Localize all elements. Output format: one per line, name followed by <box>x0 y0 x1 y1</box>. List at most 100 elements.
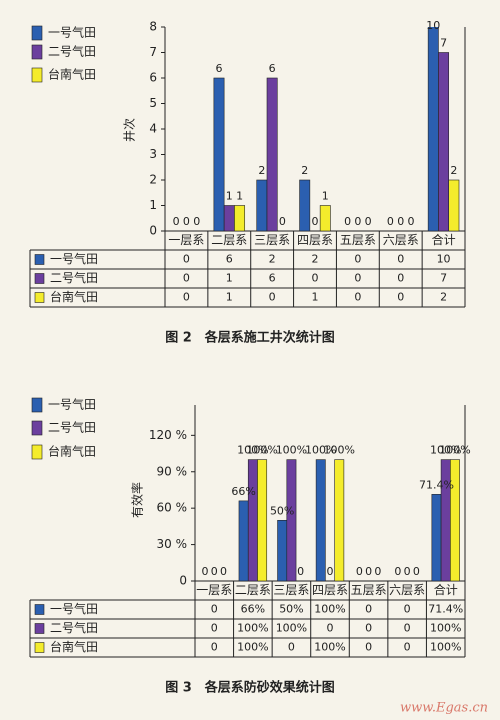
y-axis-label: 有效率 <box>130 482 145 518</box>
bar-value-label: 0 <box>387 215 394 228</box>
y-tick-label: 0 <box>179 574 187 588</box>
y-tick-label: 120 % <box>149 428 187 442</box>
bar <box>334 459 345 581</box>
table-cell: 1 <box>312 291 319 304</box>
bar-value-label: 2 <box>450 164 457 177</box>
x-tick-label: 三层系 <box>273 583 309 597</box>
bar-value-label: 0 <box>220 565 227 578</box>
bar-value-label: 6 <box>269 62 276 75</box>
table-cell: 2 <box>312 253 319 266</box>
table-cell: 50% <box>279 603 303 616</box>
legend-swatch <box>31 67 43 83</box>
legend-label: 二号气田 <box>48 44 96 59</box>
bar-value-label: 0 <box>312 215 319 228</box>
table-cell: 10 <box>437 253 451 266</box>
bar-value-label: 10 <box>426 19 440 32</box>
table-cell: 0 <box>397 272 404 285</box>
table-cell: 6 <box>226 253 233 266</box>
bar-value-label: 0 <box>202 565 209 578</box>
y-axis-label: 井次 <box>123 118 137 142</box>
x-tick-label: 五层系 <box>340 233 376 247</box>
bar-value-label: 7 <box>440 37 447 50</box>
table-cell: 0 <box>211 603 218 616</box>
y-tick-label: 3 <box>149 147 157 161</box>
legend-swatch <box>31 44 43 60</box>
bar-value-label: 0 <box>344 215 351 228</box>
legend-swatch <box>31 420 43 436</box>
y-tick-label: 4 <box>149 122 157 136</box>
x-tick-label: 三层系 <box>254 233 290 247</box>
bar-value-label: 2 <box>258 164 265 177</box>
table-row-label: 二号气田 <box>50 620 98 635</box>
chart-title: 图 3 各层系防砂效果统计图 <box>165 680 335 696</box>
bar-value-label: 100% <box>430 444 461 457</box>
table-cell: 0 <box>365 603 372 616</box>
table-cell: 0 <box>404 603 411 616</box>
x-tick-label: 五层系 <box>351 583 387 597</box>
bar-value-label: 100% <box>276 444 307 457</box>
table-cell: 0 <box>183 291 190 304</box>
x-tick-label: 六层系 <box>389 583 425 597</box>
bar-value-label: 0 <box>327 565 334 578</box>
bar-value-label: 0 <box>413 565 420 578</box>
bar <box>266 77 278 231</box>
table-cell: 100% <box>237 622 268 635</box>
legend-label: 台南气田 <box>48 444 96 459</box>
bar <box>213 77 225 231</box>
table-swatch <box>34 273 45 284</box>
x-tick-label: 合计 <box>432 232 456 247</box>
table-cell: 100% <box>430 622 461 635</box>
table-cell: 2 <box>269 253 276 266</box>
watermark: www.Egas.cn <box>400 701 488 716</box>
y-tick-label: 2 <box>149 173 157 187</box>
bar <box>427 27 439 231</box>
table-cell: 0 <box>354 291 361 304</box>
x-tick-label: 合计 <box>434 582 458 597</box>
legend-label: 台南气田 <box>48 67 96 82</box>
table-cell: 100% <box>314 603 345 616</box>
table-row-label: 台南气田 <box>50 639 98 654</box>
bar-value-label: 100% <box>324 444 355 457</box>
table-swatch <box>34 292 45 303</box>
x-tick-label: 一层系 <box>196 583 232 597</box>
y-tick-label: 1 <box>149 198 157 212</box>
table-cell: 66% <box>241 603 265 616</box>
x-tick-label: 四层系 <box>312 583 348 597</box>
legend-label: 二号气田 <box>48 420 96 435</box>
bar-value-label: 0 <box>365 565 372 578</box>
table-cell: 71.4% <box>428 603 463 616</box>
x-tick-label: 四层系 <box>297 233 333 247</box>
table-swatch <box>34 254 45 265</box>
table-row-label: 一号气田 <box>50 601 98 616</box>
y-tick-label: 90 % <box>157 464 188 478</box>
chart-title: 图 2 各层系施工井次统计图 <box>165 330 335 346</box>
bar <box>247 459 258 581</box>
bar <box>234 205 246 231</box>
table-cell: 0 <box>365 622 372 635</box>
bar-value-label: 100% <box>246 444 277 457</box>
table-cell: 0 <box>312 272 319 285</box>
table-cell: 100% <box>276 622 307 635</box>
bar-value-label: 0 <box>354 215 361 228</box>
table-row-label: 一号气田 <box>50 251 98 266</box>
bar-value-label: 1 <box>226 190 233 203</box>
bar-value-label: 6 <box>216 62 223 75</box>
table-cell: 0 <box>404 641 411 654</box>
table-cell: 0 <box>354 253 361 266</box>
bar <box>315 459 326 581</box>
bar-value-label: 0 <box>183 215 190 228</box>
table-cell: 7 <box>440 272 447 285</box>
legend-swatch <box>31 25 43 41</box>
bar-value-label: 71.4% <box>419 478 454 491</box>
bar-value-label: 0 <box>356 565 363 578</box>
bar <box>319 205 331 231</box>
table-cell: 0 <box>404 622 411 635</box>
table-cell: 2 <box>440 291 447 304</box>
bar-value-label: 0 <box>211 565 218 578</box>
table-cell: 0 <box>288 641 295 654</box>
bar <box>286 459 297 581</box>
bar-value-label: 0 <box>173 215 180 228</box>
bar-value-label: 50% <box>270 504 294 517</box>
bar <box>257 459 268 581</box>
